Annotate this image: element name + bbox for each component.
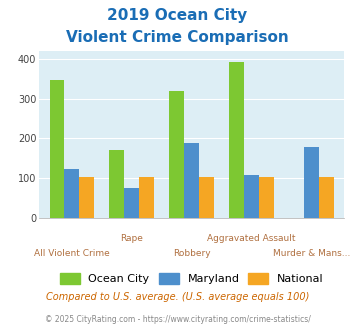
Text: Violent Crime Comparison: Violent Crime Comparison — [66, 30, 289, 45]
Bar — [304, 147, 319, 218]
Text: Robbery: Robbery — [173, 249, 211, 258]
Text: Rape: Rape — [120, 234, 143, 244]
Bar — [259, 177, 274, 218]
Text: Compared to U.S. average. (U.S. average equals 100): Compared to U.S. average. (U.S. average … — [46, 292, 309, 302]
Legend: Ocean City, Maryland, National: Ocean City, Maryland, National — [55, 269, 328, 289]
Text: © 2025 CityRating.com - https://www.cityrating.com/crime-statistics/: © 2025 CityRating.com - https://www.city… — [45, 315, 310, 324]
Bar — [244, 175, 259, 218]
Bar — [80, 177, 94, 218]
Text: Aggravated Assault: Aggravated Assault — [207, 234, 296, 244]
Text: Murder & Mans...: Murder & Mans... — [273, 249, 350, 258]
Bar — [169, 91, 184, 218]
Bar — [229, 62, 244, 218]
Bar — [184, 143, 199, 218]
Text: All Violent Crime: All Violent Crime — [34, 249, 110, 258]
Bar — [65, 169, 80, 218]
Bar — [199, 177, 214, 218]
Bar — [109, 150, 124, 218]
Bar — [319, 177, 334, 218]
Bar — [139, 177, 154, 218]
Text: 2019 Ocean City: 2019 Ocean City — [107, 8, 248, 23]
Bar — [124, 188, 139, 218]
Bar — [50, 80, 65, 218]
